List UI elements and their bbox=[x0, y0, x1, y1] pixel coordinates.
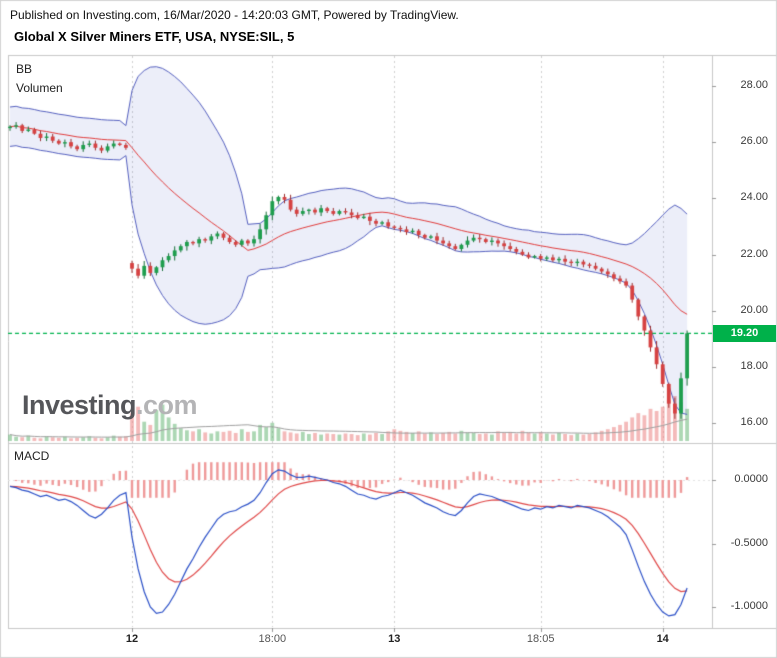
macd-indicator-label[interactable]: MACD bbox=[14, 449, 50, 463]
main-pane-legend: BB Volumen bbox=[16, 60, 63, 98]
investing-watermark: Investing.com bbox=[22, 390, 198, 421]
chart-title: Global X Silver Miners ETF, USA, NYSE:SI… bbox=[14, 29, 295, 44]
watermark-bold-text: Investing bbox=[22, 390, 137, 420]
last-price-badge: 19.20 bbox=[713, 324, 776, 342]
bb-indicator-label[interactable]: BB bbox=[16, 62, 33, 76]
watermark-light-text: .com bbox=[136, 390, 198, 420]
volume-indicator-label[interactable]: Volumen bbox=[16, 81, 63, 95]
published-line: Published on Investing.com, 16/Mar/2020 … bbox=[10, 8, 459, 22]
